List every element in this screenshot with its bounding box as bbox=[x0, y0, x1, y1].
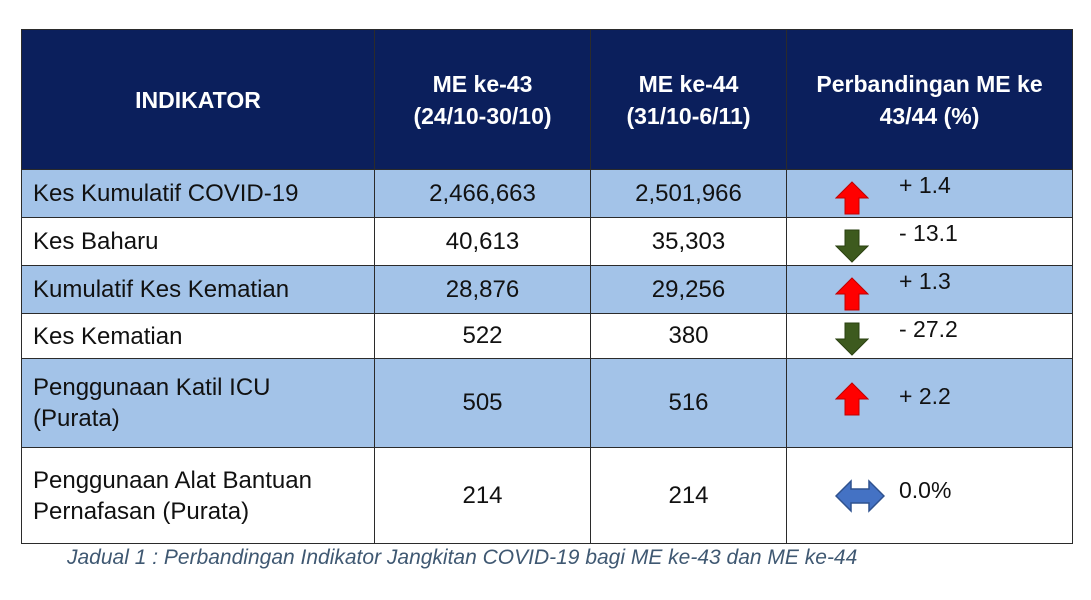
change-value: - 27.2 bbox=[899, 316, 958, 342]
indicator-cell: Kumulatif Kes Kematian bbox=[21, 265, 375, 314]
header-me44-title: ME ke-44 bbox=[638, 70, 739, 97]
table-row: Kumulatif Kes Kematian 28,876 29,256 + 1… bbox=[21, 265, 1073, 314]
indicator-label-line1: Penggunaan Alat Bantuan bbox=[33, 466, 312, 494]
header-me44-dates: (31/10-6/11) bbox=[626, 102, 751, 129]
comparison-cell: - 27.2 bbox=[786, 313, 1073, 359]
change-value: 0.0% bbox=[899, 477, 952, 503]
down-arrow-icon bbox=[835, 322, 869, 356]
me43-value: 28,876 bbox=[374, 265, 591, 314]
comparison-cell: + 1.3 bbox=[786, 265, 1073, 314]
indicator-label-line1: Penggunaan Katil ICU bbox=[33, 374, 271, 401]
header-me44: ME ke-44 (31/10-6/11) bbox=[590, 29, 787, 170]
header-indikator: INDIKATOR bbox=[21, 29, 375, 170]
table-row: Kes Baharu 40,613 35,303 - 13.1 bbox=[21, 217, 1073, 266]
up-arrow-icon bbox=[835, 180, 869, 214]
indicator-label: Kes Kumulatif COVID-19 bbox=[33, 180, 299, 207]
table-row: Penggunaan Katil ICU (Purata) 505 516 + … bbox=[21, 358, 1073, 448]
header-me43-title: ME ke-43 bbox=[432, 70, 533, 97]
me44-value: 214 bbox=[590, 447, 787, 544]
me44-value: 29,256 bbox=[590, 265, 787, 314]
table-row: Kes Kumulatif COVID-19 2,466,663 2,501,9… bbox=[21, 169, 1073, 218]
indicator-label: Kumulatif Kes Kematian bbox=[33, 276, 290, 303]
left-right-arrow-icon bbox=[835, 478, 885, 513]
change-value: + 1.4 bbox=[899, 172, 951, 198]
up-arrow-icon bbox=[835, 276, 869, 310]
indicator-cell: Kes Baharu bbox=[21, 217, 375, 266]
me43-value: 505 bbox=[374, 358, 591, 448]
me44-value: 516 bbox=[590, 358, 787, 448]
header-comparison-unit: 43/44 (%) bbox=[879, 102, 980, 129]
table-row: Penggunaan Alat Bantuan Pernafasan (Pura… bbox=[21, 447, 1073, 544]
header-comparison-title: Perbandingan ME ke bbox=[816, 70, 1043, 97]
me44-value: 2,501,966 bbox=[590, 169, 787, 218]
header-comparison: Perbandingan ME ke 43/44 (%) bbox=[786, 29, 1073, 170]
header-me43: ME ke-43 (24/10-30/10) bbox=[374, 29, 591, 170]
indicator-label: Kes Baharu bbox=[33, 228, 159, 255]
up-arrow-icon bbox=[835, 382, 869, 416]
indicator-label: Kes Kematian bbox=[33, 322, 183, 350]
header-indikator-line: INDIKATOR bbox=[135, 86, 261, 113]
me44-value: 380 bbox=[590, 313, 787, 359]
table-header-row: INDIKATOR ME ke-43 (24/10-30/10) ME ke-4… bbox=[21, 29, 1073, 170]
comparison-table: INDIKATOR ME ke-43 (24/10-30/10) ME ke-4… bbox=[21, 29, 1073, 544]
indicator-cell: Kes Kematian bbox=[21, 313, 375, 359]
indicator-label-line2: (Purata) bbox=[33, 405, 120, 432]
me43-value: 522 bbox=[374, 313, 591, 359]
indicator-cell: Penggunaan Alat Bantuan Pernafasan (Pura… bbox=[21, 447, 375, 544]
header-me43-dates: (24/10-30/10) bbox=[413, 102, 552, 129]
table-row: Kes Kematian 522 380 - 27.2 bbox=[21, 313, 1073, 359]
change-value: + 1.3 bbox=[899, 268, 951, 294]
comparison-cell: + 2.2 bbox=[786, 358, 1073, 448]
comparison-cell: - 13.1 bbox=[786, 217, 1073, 266]
change-value: - 13.1 bbox=[899, 220, 958, 246]
change-value: + 2.2 bbox=[899, 383, 951, 409]
down-arrow-icon bbox=[835, 229, 869, 263]
comparison-cell: + 1.4 bbox=[786, 169, 1073, 218]
indicator-cell: Kes Kumulatif COVID-19 bbox=[21, 169, 375, 218]
indicator-cell: Penggunaan Katil ICU (Purata) bbox=[21, 358, 375, 448]
table-caption: Jadual 1 : Perbandingan Indikator Jangki… bbox=[67, 546, 858, 569]
me44-value: 35,303 bbox=[590, 217, 787, 266]
indicator-label-line2: Pernafasan (Purata) bbox=[33, 497, 250, 525]
me43-value: 2,466,663 bbox=[374, 169, 591, 218]
me43-value: 40,613 bbox=[374, 217, 591, 266]
comparison-cell: 0.0% bbox=[786, 447, 1073, 544]
me43-value: 214 bbox=[374, 447, 591, 544]
